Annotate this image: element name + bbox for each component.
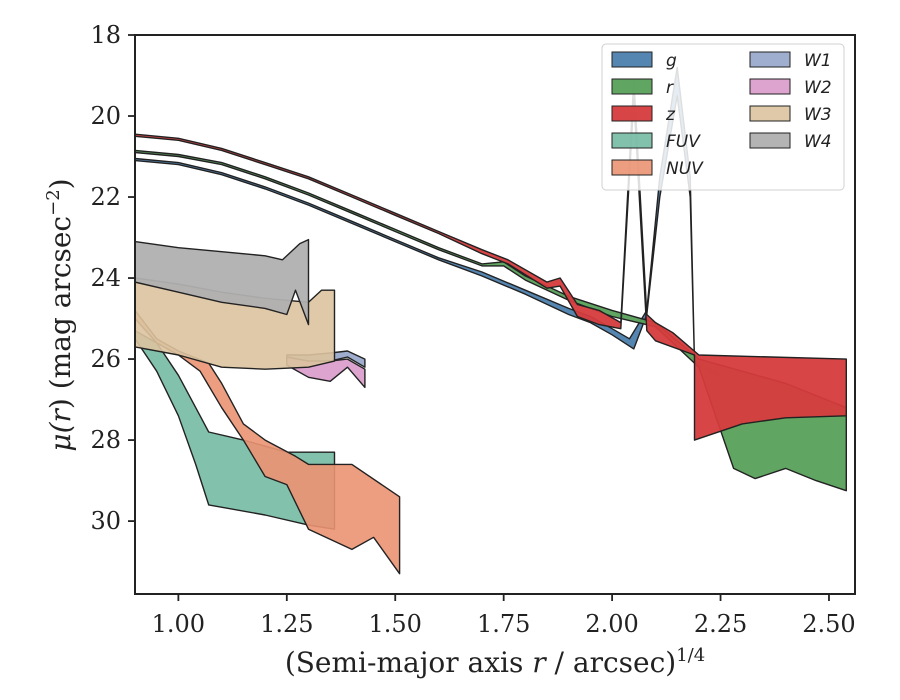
legend-swatch-fuv <box>611 132 653 149</box>
y-tick-label: 24 <box>90 264 121 292</box>
legend-label-g: g <box>666 51 677 71</box>
legend-swatch-w2 <box>749 78 791 95</box>
legend-label-z: z <box>665 105 676 125</box>
y-tick-label: 30 <box>90 507 121 535</box>
x-tick-label: 1.25 <box>260 610 313 638</box>
y-tick-label: 20 <box>90 102 121 130</box>
legend-label-w1: W1 <box>804 51 832 71</box>
legend-swatch-w3 <box>749 105 791 122</box>
series-band-nuv <box>135 309 401 575</box>
y-axis: 18 20 22 24 26 28 30 <box>90 21 135 535</box>
x-axis: 1.00 1.25 1.50 1.75 2.00 2.25 2.50 <box>152 594 856 638</box>
legend-label-r: r <box>666 78 674 98</box>
legend-swatch-nuv <box>611 159 653 176</box>
y-tick-label: 26 <box>90 345 121 373</box>
series-areas <box>135 66 847 575</box>
legend-swatch-g <box>611 51 653 68</box>
x-tick-label: 1.00 <box>152 610 205 638</box>
legend-swatch-r <box>611 78 653 95</box>
legend-label-w3: W3 <box>804 105 832 125</box>
plot-frame <box>134 34 856 595</box>
series-band-w4 <box>135 238 310 326</box>
series-band-r <box>135 149 847 492</box>
x-tick-label: 2.25 <box>694 610 747 638</box>
y-tick-label: 18 <box>90 21 121 49</box>
x-tick-label: 1.75 <box>477 610 530 638</box>
x-axis-label: (Semi-major axis r / arcsec)1/4 <box>285 645 705 679</box>
legend-swatch-w4 <box>749 132 791 149</box>
x-tick-label: 1.50 <box>369 610 422 638</box>
legend-label-fuv: FUV <box>666 132 701 152</box>
y-tick-label: 28 <box>90 426 121 454</box>
y-axis-label: μ(r) (mag arcsec−2) <box>43 178 77 451</box>
x-tick-label: 2.00 <box>585 610 638 638</box>
y-tick-label: 22 <box>90 183 121 211</box>
legend-label-nuv: NUV <box>666 159 704 179</box>
legend-label-w2: W2 <box>804 78 832 98</box>
series-band-z <box>135 78 847 441</box>
legend-label-w4: W4 <box>804 132 832 152</box>
x-tick-label: 2.50 <box>802 610 855 638</box>
legend-swatch-w1 <box>749 51 791 68</box>
legend: grz FUV NUV W1 W2 W3 W4 <box>601 43 845 191</box>
legend-swatch-z <box>611 105 653 122</box>
